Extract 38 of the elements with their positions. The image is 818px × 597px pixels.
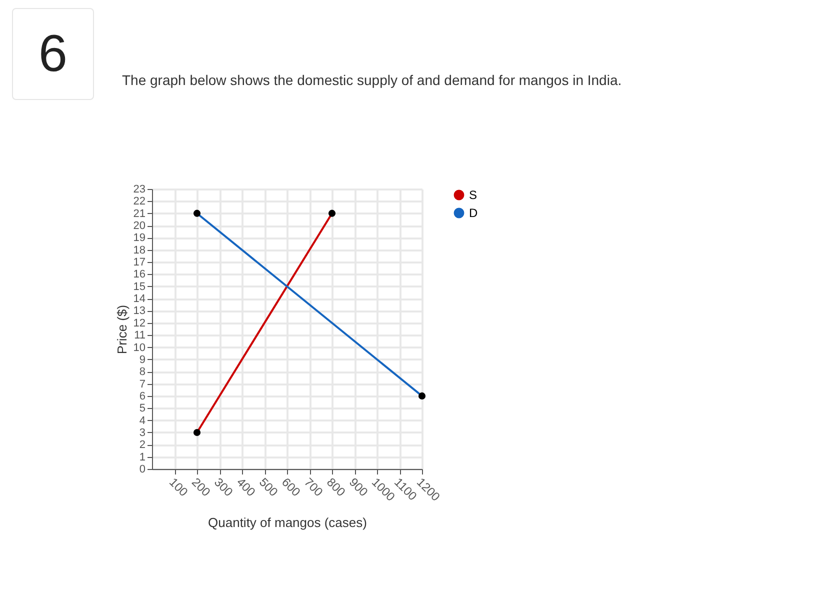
y-tick-label: 9 <box>139 354 146 366</box>
x-axis-title: Quantity of mangos (cases) <box>208 515 367 530</box>
y-tick-label: 19 <box>133 232 146 244</box>
y-tick-label: 13 <box>133 305 146 318</box>
y-tick-label: 21 <box>133 208 146 220</box>
x-tick-label: 900 <box>346 475 371 500</box>
legend-label: S <box>469 188 478 202</box>
x-tick-label: 500 <box>256 475 281 500</box>
y-tick-label: 8 <box>139 366 146 378</box>
y-tick-label: 6 <box>139 390 146 402</box>
y-tick-label: 15 <box>133 280 146 293</box>
x-tick-label: 600 <box>279 475 304 500</box>
y-tick-label: 10 <box>133 342 146 354</box>
y-axis-title: Price ($) <box>114 304 130 354</box>
y-tick-label: 22 <box>133 196 146 208</box>
y-tick-label: 23 <box>133 184 146 196</box>
x-tick-label: 400 <box>234 475 258 500</box>
y-tick-label: 12 <box>133 317 146 330</box>
x-tick-label: 100 <box>166 475 191 500</box>
y-tick-label: 16 <box>133 268 146 281</box>
x-tick-label: 800 <box>324 475 348 500</box>
y-tick-label: 4 <box>139 414 146 427</box>
x-tick-label: 200 <box>189 475 214 500</box>
y-tick-label: 0 <box>139 464 146 476</box>
y-tick-label: 20 <box>133 220 146 232</box>
y-tick-label: 17 <box>133 256 146 269</box>
x-tick-label: 700 <box>302 475 326 500</box>
chart-title: The graph below shows the domestic supply of and demand for mangos in India. <box>122 72 622 88</box>
y-tick-label: 11 <box>134 330 146 342</box>
y-tick-label: 18 <box>133 244 146 256</box>
legend-label: D <box>469 206 478 220</box>
x-tick-label: 300 <box>212 475 236 500</box>
y-tick-label: 14 <box>133 293 146 306</box>
y-tick-label: 2 <box>139 439 146 452</box>
y-tick-label: 7 <box>139 378 146 390</box>
y-tick-label: 3 <box>139 426 146 439</box>
y-tick-label: 5 <box>139 402 146 415</box>
y-tick-label: 1 <box>139 451 146 464</box>
